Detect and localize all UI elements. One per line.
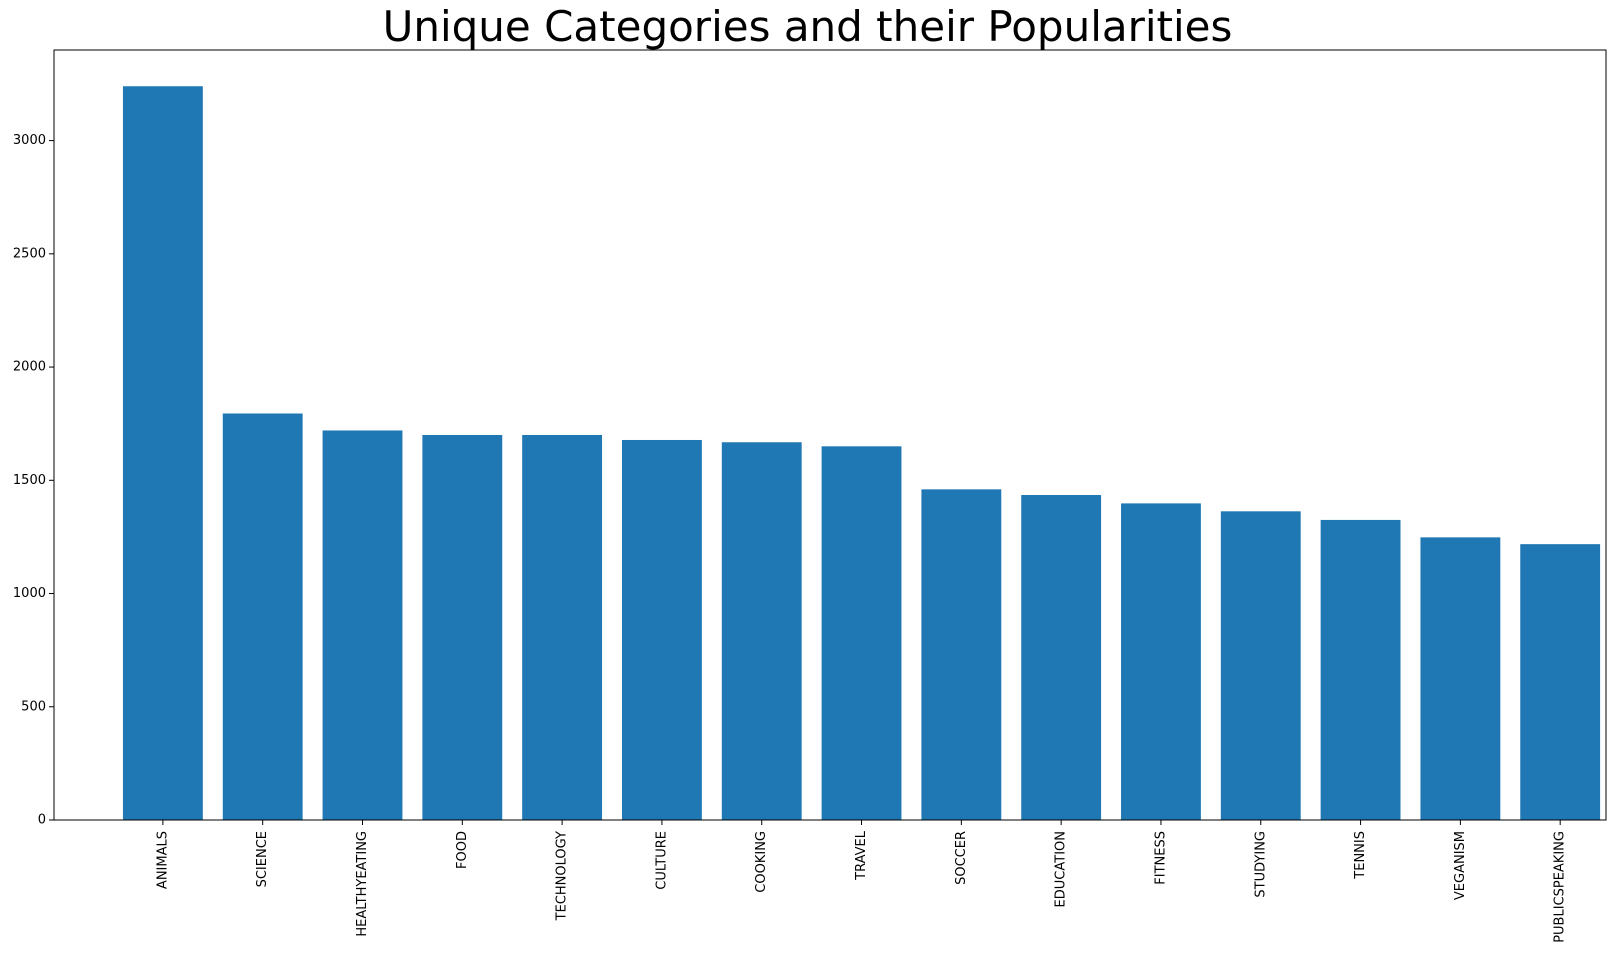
x-tick-label-tennis: TENNIS	[1353, 831, 1368, 880]
y-tick-label: 1500	[13, 473, 46, 488]
bar-publicspeaking	[1520, 544, 1601, 820]
bar-veganism	[1420, 537, 1501, 820]
x-tick-label-science: SCIENCE	[255, 831, 270, 887]
x-tick-label-healthyeating: HEALTHYEATING	[355, 831, 370, 937]
bar-fitness	[1121, 503, 1201, 820]
x-tick-label-technology: TECHNOLOGY	[555, 831, 570, 921]
x-tick-label-food: FOOD	[455, 831, 470, 869]
x-axis: ANIMALS SCIENCE HEALTHYEATING FOOD TECHNOLOG…	[155, 820, 1568, 943]
bar-tennis	[1320, 519, 1401, 820]
y-axis: 0 500 1000 1500 2000 2500 3000	[13, 133, 54, 828]
plot-frame	[53, 49, 1607, 821]
x-tick-label-fitness: FITNESS	[1153, 831, 1168, 885]
x-tick-label-animals: ANIMALS	[155, 831, 170, 889]
y-tick-label: 2000	[13, 360, 46, 375]
bar-soccer	[921, 489, 1002, 820]
bar-healthyeating	[322, 430, 403, 820]
bar-animals	[122, 86, 203, 821]
x-tick-label-education: EDUCATION	[1054, 831, 1069, 907]
y-tick-label: 1000	[13, 586, 46, 601]
y-tick-label: 3000	[13, 133, 46, 148]
bar-education	[1021, 495, 1102, 820]
bar-food	[422, 435, 503, 820]
y-tick-label: 500	[21, 699, 46, 714]
bars-layer	[122, 86, 1601, 821]
bar-travel	[821, 446, 902, 820]
x-tick-label-culture: CULTURE	[654, 831, 669, 890]
y-tick-label: 2500	[13, 246, 46, 261]
y-tick-label: 0	[38, 813, 46, 828]
bar-technology	[522, 435, 603, 820]
x-tick-label-veganism: VEGANISM	[1453, 831, 1468, 900]
bar-studying	[1220, 511, 1301, 820]
x-tick-label-travel: TRAVEL	[854, 830, 869, 881]
x-tick-label-studying: STUDYING	[1253, 831, 1268, 898]
bar-culture	[622, 439, 702, 820]
x-tick-label-cooking: COOKING	[754, 831, 769, 893]
bar-cooking	[721, 442, 802, 820]
x-tick-label-soccer: SOCCER	[954, 831, 969, 885]
chart-title: Unique Categories and their Popularities	[382, 2, 1233, 51]
bar-science	[222, 413, 303, 820]
x-tick-label-publicspeaking: PUBLICSPEAKING	[1553, 831, 1568, 943]
